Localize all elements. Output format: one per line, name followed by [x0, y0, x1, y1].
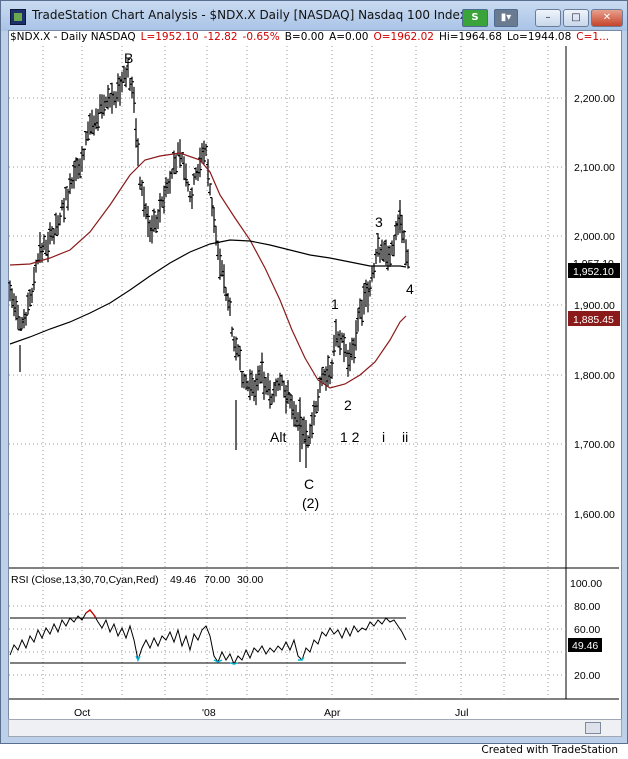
tradestation-app-icon	[10, 9, 26, 25]
footer-credit: Created with TradeStation	[481, 744, 618, 756]
price-tick: 1,700.00	[574, 439, 615, 451]
short-ma-line	[9, 152, 407, 389]
wave-label-c2: (2)	[302, 495, 319, 511]
rsi-oversold: 30.00	[237, 574, 263, 586]
rsi-tick: 20.00	[574, 670, 600, 682]
price-tick: 2,200.00	[574, 93, 615, 105]
symbol-link-button[interactable]: S	[462, 9, 488, 27]
close-value: C=1...	[576, 31, 610, 43]
rsi-tick: 80.00	[574, 601, 600, 613]
wave-label-ii: ii	[402, 429, 408, 445]
symbol-label: $NDX.X - Daily NASDAQ	[10, 31, 136, 43]
rsi-oversold-segments	[135, 655, 305, 665]
wave-label-c: C	[304, 476, 314, 492]
ma-price-tag: 1,885.45	[573, 314, 614, 326]
horizontal-scrollbar[interactable]	[8, 719, 622, 737]
net-change: -12.82	[203, 31, 238, 43]
wave-label-3: 3	[375, 214, 383, 230]
last-price-tag-bg	[568, 263, 620, 278]
last-price-tag: 1,952.10	[573, 266, 614, 278]
maximize-button[interactable]: □	[563, 9, 589, 27]
wave-label-4: 4	[406, 281, 414, 297]
price-tick: 2,000.00	[574, 231, 615, 243]
time-label: Apr	[324, 707, 341, 719]
rsi-overbought-segments	[85, 609, 97, 619]
minimize-button[interactable]: –	[535, 9, 561, 27]
wave-label-2: 2	[344, 397, 352, 413]
rsi-title: RSI (Close,13,30,70,Cyan,Red)	[11, 574, 159, 586]
vertical-grid	[42, 46, 549, 699]
bid-value: B=0.00	[284, 31, 325, 43]
rsi-line	[9, 609, 407, 666]
last-price: L=1952.10	[140, 31, 199, 43]
price-bars	[8, 58, 410, 468]
price-tick: 1,900.00	[574, 300, 615, 312]
status-line: $NDX.X - Daily NASDAQ L=1952.10 -12.82 -0.6…	[10, 31, 614, 43]
wave-label-alt: Alt	[270, 429, 286, 445]
scrollbar-thumb[interactable]	[585, 722, 601, 734]
rsi-value-tag: 49.46	[572, 640, 598, 652]
wave-label-1: 1	[331, 296, 339, 312]
low-value: Lo=1944.08	[506, 31, 572, 43]
chart-menu-button[interactable]: ▮▾	[494, 9, 518, 27]
time-label: Jul	[455, 707, 468, 719]
price-tick: 2,100.00	[574, 162, 615, 174]
rsi-tick: 60.00	[574, 624, 600, 636]
price-tick: 1,600.00	[574, 509, 615, 521]
wave-label-b: B	[124, 50, 133, 66]
rsi-value: 49.46	[170, 574, 196, 586]
wave-label-1-2: 1 2	[340, 429, 360, 445]
rsi-overbought: 70.00	[204, 574, 230, 586]
window-title: TradeStation Chart Analysis - $NDX.X Dai…	[32, 8, 467, 22]
close-button[interactable]: ✕	[591, 9, 623, 27]
high-value: Hi=1964.68	[438, 31, 502, 43]
pct-change: -0.65%	[242, 31, 280, 43]
ask-value: A=0.00	[329, 31, 369, 43]
open-value: O=1962.02	[373, 31, 434, 43]
time-label: '08	[202, 707, 216, 719]
wave-label-i: i	[382, 429, 385, 445]
title-bar[interactable]: TradeStation Chart Analysis - $NDX.X Dai…	[1, 1, 627, 31]
rsi-value-tag-bg	[568, 638, 602, 652]
time-label: Oct	[74, 707, 90, 719]
price-tick: 1,800.00	[574, 370, 615, 382]
ma-price-tag-bg	[568, 311, 620, 326]
rsi-tick: 100.00	[570, 578, 602, 590]
long-ma-line	[9, 239, 407, 345]
